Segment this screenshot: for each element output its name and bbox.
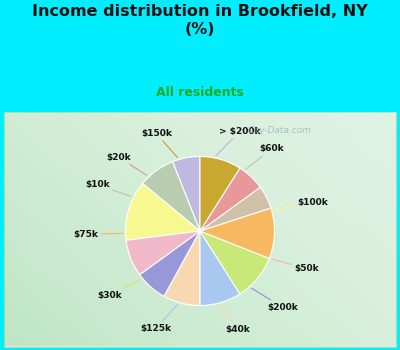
Text: $150k: $150k [141, 129, 177, 158]
Wedge shape [164, 231, 200, 306]
Wedge shape [126, 183, 200, 240]
Text: Income distribution in Brookfield, NY
(%): Income distribution in Brookfield, NY (%… [32, 4, 368, 37]
Wedge shape [200, 187, 271, 231]
Wedge shape [200, 208, 274, 258]
Text: $75k: $75k [74, 230, 123, 239]
Text: $60k: $60k [246, 145, 284, 169]
Wedge shape [126, 231, 200, 275]
Text: City-Data.com: City-Data.com [248, 126, 312, 135]
Text: $20k: $20k [106, 153, 147, 175]
Wedge shape [200, 231, 240, 306]
Text: $125k: $125k [141, 304, 177, 333]
Text: $40k: $40k [220, 306, 250, 334]
Text: $10k: $10k [85, 181, 131, 196]
Text: $100k: $100k [274, 198, 328, 210]
Wedge shape [200, 231, 269, 294]
Wedge shape [172, 156, 200, 231]
Wedge shape [200, 168, 260, 231]
Wedge shape [200, 156, 240, 231]
Text: $200k: $200k [252, 288, 298, 312]
Text: All residents: All residents [156, 86, 244, 99]
Text: $50k: $50k [272, 259, 319, 273]
Wedge shape [140, 231, 200, 296]
Wedge shape [142, 162, 200, 231]
Text: $30k: $30k [97, 280, 140, 300]
Text: > $200k: > $200k [216, 127, 260, 156]
